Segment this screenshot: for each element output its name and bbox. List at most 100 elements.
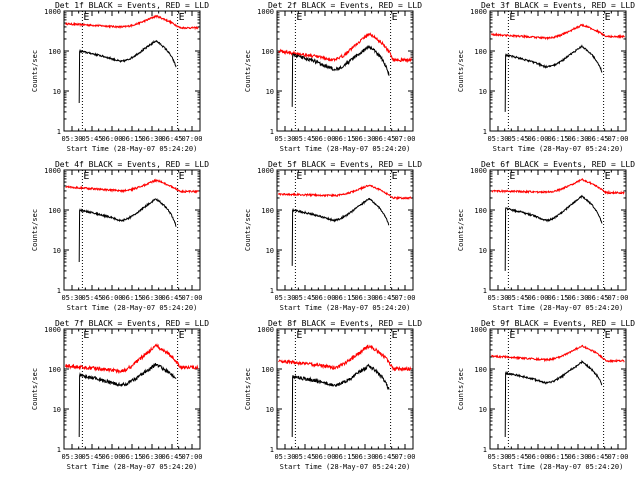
y-tick-label: 100 bbox=[474, 48, 487, 56]
y-tick-label: 100 bbox=[474, 366, 487, 374]
x-tick-label: 06:30 bbox=[567, 294, 588, 302]
y-tick-label: 100 bbox=[48, 366, 61, 374]
x-tick-label: 06:00 bbox=[527, 453, 548, 461]
event-marker-label: E bbox=[392, 330, 398, 341]
y-tick-label: 10 bbox=[53, 406, 61, 414]
y-tick-label: 1000 bbox=[257, 8, 274, 16]
y-tick-label: 100 bbox=[48, 207, 61, 215]
event-marker-label: E bbox=[392, 171, 398, 182]
event-marker-label: E bbox=[179, 330, 185, 341]
x-tick-label: 06:45 bbox=[587, 135, 608, 143]
x-tick-label: 05:30 bbox=[61, 135, 82, 143]
x-tick-label: 05:45 bbox=[507, 294, 528, 302]
y-axis-label: Counts/sec bbox=[31, 50, 39, 92]
x-tick-label: 05:30 bbox=[274, 453, 295, 461]
panel-title: Det 6f BLACK = Events, RED = LLD bbox=[481, 160, 635, 169]
x-tick-label: 06:30 bbox=[354, 294, 375, 302]
series-lld-line bbox=[278, 32, 412, 64]
y-tick-label: 100 bbox=[48, 48, 61, 56]
y-tick-label: 10 bbox=[266, 406, 274, 414]
x-tick-label: 06:15 bbox=[547, 453, 568, 461]
panel-title: Det 3f BLACK = Events, RED = LLD bbox=[481, 1, 635, 10]
x-tick-label: 05:45 bbox=[81, 453, 102, 461]
y-axis-label: Counts/sec bbox=[244, 368, 252, 410]
x-tick-label: 06:15 bbox=[334, 294, 355, 302]
x-tick-label: 06:30 bbox=[141, 453, 162, 461]
panel-det-9f: Det 9f BLACK = Events, RED = LLD Counts/… bbox=[457, 319, 635, 471]
panel-det-4f: Det 4f BLACK = Events, RED = LLD Counts/… bbox=[31, 160, 209, 312]
y-tick-label: 1000 bbox=[470, 8, 487, 16]
x-tick-label: 06:00 bbox=[314, 135, 335, 143]
x-axis-label: Start Time (28-May-07 05:24:20) bbox=[67, 145, 198, 153]
x-axis-label: Start Time (28-May-07 05:24:20) bbox=[280, 304, 411, 312]
panel-det-8f: Det 8f BLACK = Events, RED = LLD Counts/… bbox=[244, 319, 422, 471]
series-events-line bbox=[78, 362, 177, 438]
x-tick-label: 06:45 bbox=[374, 294, 395, 302]
x-tick-label: 07:00 bbox=[607, 453, 628, 461]
y-tick-label: 1 bbox=[57, 287, 61, 295]
y-tick-label: 1000 bbox=[44, 167, 61, 175]
x-tick-label: 07:00 bbox=[607, 294, 628, 302]
x-tick-label: 06:30 bbox=[567, 135, 588, 143]
x-tick-label: 06:00 bbox=[527, 294, 548, 302]
x-tick-label: 05:30 bbox=[487, 294, 508, 302]
y-tick-label: 1000 bbox=[257, 326, 274, 334]
x-tick-label: 05:30 bbox=[274, 294, 295, 302]
x-tick-label: 06:15 bbox=[334, 453, 355, 461]
event-marker-label: E bbox=[296, 330, 302, 341]
series-events-line bbox=[504, 194, 603, 271]
x-tick-label: 05:30 bbox=[61, 453, 82, 461]
series-lld-line bbox=[278, 184, 412, 201]
panel-det-1f: Det 1f BLACK = Events, RED = LLD Counts/… bbox=[31, 1, 209, 153]
y-tick-label: 10 bbox=[479, 88, 487, 96]
event-marker-label: E bbox=[296, 171, 302, 182]
y-tick-label: 100 bbox=[261, 48, 274, 56]
event-marker-label: E bbox=[179, 12, 185, 23]
series-lld-line bbox=[65, 178, 199, 194]
x-tick-label: 06:45 bbox=[161, 453, 182, 461]
event-marker-label: E bbox=[296, 12, 302, 23]
y-tick-label: 1 bbox=[483, 446, 487, 454]
event-marker-label: E bbox=[605, 12, 611, 23]
event-marker-label: E bbox=[179, 171, 185, 182]
x-tick-label: 06:15 bbox=[121, 294, 142, 302]
x-tick-label: 06:30 bbox=[354, 135, 375, 143]
y-tick-label: 1000 bbox=[470, 326, 487, 334]
panel-det-2f: Det 2f BLACK = Events, RED = LLD Counts/… bbox=[244, 1, 422, 153]
x-tick-label: 05:45 bbox=[507, 135, 528, 143]
series-lld-line bbox=[65, 14, 199, 31]
x-tick-label: 05:45 bbox=[294, 294, 315, 302]
x-tick-label: 07:00 bbox=[394, 135, 415, 143]
event-marker-label: E bbox=[83, 171, 89, 182]
y-axis-label: Counts/sec bbox=[457, 50, 465, 92]
y-tick-label: 1 bbox=[57, 446, 61, 454]
y-tick-label: 1000 bbox=[44, 8, 61, 16]
panel-title: Det 9f BLACK = Events, RED = LLD bbox=[481, 319, 635, 328]
panel-title: Det 5f BLACK = Events, RED = LLD bbox=[268, 160, 422, 169]
x-tick-label: 06:15 bbox=[121, 453, 142, 461]
x-tick-label: 06:00 bbox=[314, 453, 335, 461]
x-tick-label: 06:15 bbox=[547, 135, 568, 143]
y-tick-label: 10 bbox=[266, 88, 274, 96]
plot-frame bbox=[63, 328, 201, 450]
x-tick-label: 06:45 bbox=[161, 294, 182, 302]
x-tick-label: 06:45 bbox=[374, 135, 395, 143]
series-lld-line bbox=[491, 178, 625, 195]
x-tick-label: 06:00 bbox=[101, 453, 122, 461]
plot-frame bbox=[489, 10, 627, 132]
x-tick-label: 06:45 bbox=[587, 453, 608, 461]
x-tick-label: 06:30 bbox=[567, 453, 588, 461]
y-axis-label: Counts/sec bbox=[244, 209, 252, 251]
series-events-line bbox=[291, 44, 390, 107]
x-tick-label: 07:00 bbox=[181, 453, 202, 461]
series-lld-line bbox=[491, 344, 625, 364]
panel-title: Det 7f BLACK = Events, RED = LLD bbox=[55, 319, 209, 328]
y-tick-label: 1 bbox=[57, 128, 61, 136]
x-tick-label: 07:00 bbox=[181, 294, 202, 302]
x-tick-label: 06:45 bbox=[374, 453, 395, 461]
y-axis-label: Counts/sec bbox=[31, 368, 39, 410]
plot-frame bbox=[489, 169, 627, 291]
y-tick-label: 10 bbox=[479, 406, 487, 414]
x-axis-label: Start Time (28-May-07 05:24:20) bbox=[67, 304, 198, 312]
